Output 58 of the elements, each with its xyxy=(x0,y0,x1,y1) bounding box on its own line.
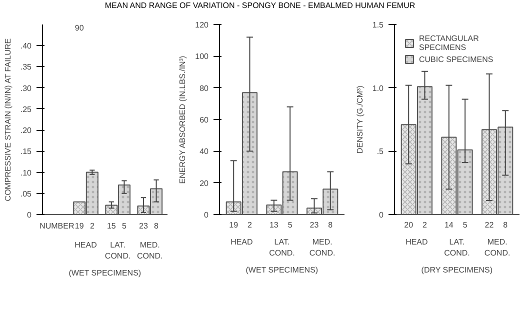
y-tick-label: .20 xyxy=(20,126,32,136)
y-tick-label: 20 xyxy=(200,178,210,188)
y-tick-label: .40 xyxy=(20,42,32,51)
text: MEAN AND RANGE OF VARIATION - SPONGY BONE - EMBALMED HUMAN FEMUR xyxy=(104,0,416,12)
annotation: 14 xyxy=(444,220,454,230)
y-tick-label: 60 xyxy=(200,116,210,124)
x-tick-label: HEAD xyxy=(230,238,254,246)
y-tick-label: 1.0 xyxy=(372,84,384,93)
annotation: 5 xyxy=(122,222,128,230)
y-tick-label: 0 xyxy=(27,210,32,220)
y-tick-label: .15 xyxy=(20,147,32,156)
annotation: 23 xyxy=(139,222,148,230)
annotation: 90 xyxy=(74,24,84,32)
x-tick-label: HEAD xyxy=(406,238,428,246)
annotation: 2 xyxy=(248,220,253,230)
y-tick-label: .5 xyxy=(376,147,384,156)
annotation: 13 xyxy=(269,220,279,230)
annotation: 2 xyxy=(422,220,428,230)
x-tick-label: LAT. COND. xyxy=(444,238,470,258)
annotation: 19 xyxy=(74,222,84,230)
y-axis-title: DENSITY (G./CM³) xyxy=(355,85,364,154)
x-tick-label: MED. COND. xyxy=(136,240,163,260)
y-tick-label: 0 xyxy=(379,210,384,220)
annotation: 23 xyxy=(310,220,320,230)
y-tick-label: 0 xyxy=(204,210,210,220)
y-axis-title: COMPRESSIVE STRAIN (IN/IN) AT FAILURE xyxy=(3,38,12,202)
annotation: 8 xyxy=(503,220,508,230)
x-tick-label: LAT. COND. xyxy=(269,238,295,258)
y-tick-label: .05 xyxy=(20,189,32,198)
annotation: 2 xyxy=(90,222,95,230)
y-tick-label: .30 xyxy=(20,84,32,93)
x-tick-label: MED. COND. xyxy=(309,238,336,258)
y-tick-label: 1.5 xyxy=(372,20,384,30)
y-tick-label: .35 xyxy=(20,62,32,72)
y-tick-label: 120 xyxy=(195,20,210,30)
text: NUMBER xyxy=(40,222,74,230)
x-axis-title: (WET SPECIMENS) xyxy=(246,265,318,274)
y-tick-label: 40 xyxy=(200,147,210,156)
y-tick-label: .25 xyxy=(20,104,32,114)
y-tick-label: .10 xyxy=(20,168,32,178)
x-axis-title: (DRY SPECIMENS) xyxy=(421,265,493,274)
legend-label: RECTANGULAR SPECIMENS xyxy=(419,34,479,52)
x-axis-title: (WET SPECIMENS) xyxy=(68,268,142,278)
annotation: 5 xyxy=(462,220,468,230)
annotation: 20 xyxy=(404,220,414,230)
annotation: 8 xyxy=(328,220,334,230)
legend-label: CUBIC SPECIMENS xyxy=(419,54,494,64)
y-tick-label: 80 xyxy=(200,84,210,93)
annotation: 8 xyxy=(154,222,160,230)
y-tick-label: 100 xyxy=(195,52,210,62)
annotation: 5 xyxy=(288,220,293,230)
x-tick-label: MED. COND. xyxy=(484,238,510,258)
x-tick-label: HEAD xyxy=(74,240,98,250)
y-axis-title: ENERGY ABSORBED (IN.LBS./IN³) xyxy=(178,56,188,184)
annotation: 15 xyxy=(106,222,116,230)
annotation: 19 xyxy=(229,220,239,230)
annotation: 22 xyxy=(484,220,494,230)
x-tick-label: LAT. COND. xyxy=(104,240,131,260)
